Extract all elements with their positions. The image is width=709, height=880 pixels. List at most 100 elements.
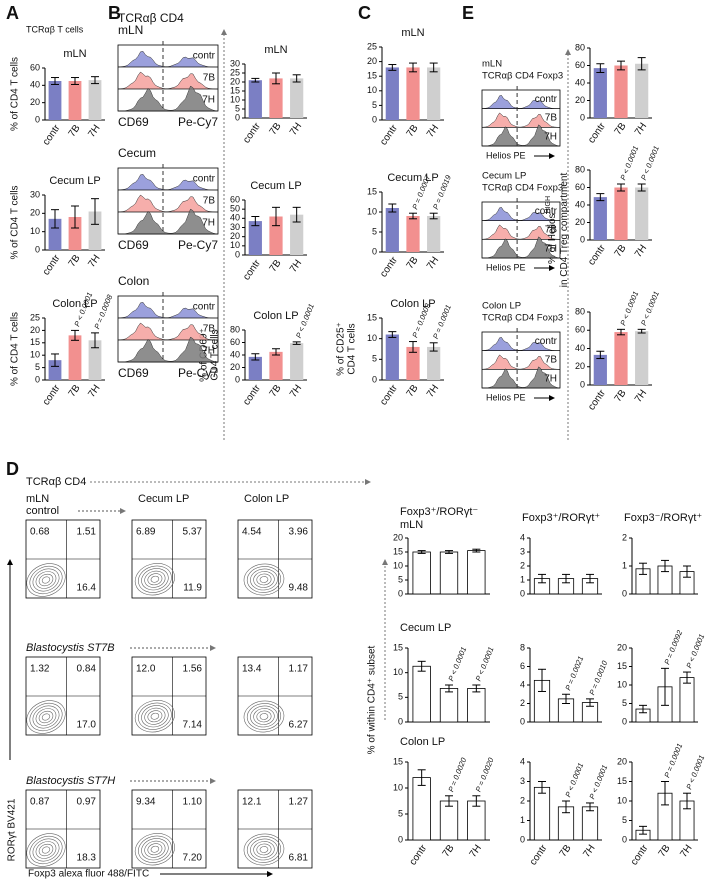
bar xyxy=(48,218,62,250)
y-tick-label: 0 xyxy=(398,588,403,598)
bar xyxy=(406,216,420,252)
contour xyxy=(32,568,60,592)
error-bar xyxy=(429,212,438,220)
error-bar xyxy=(472,548,481,553)
p-value: P < 0.0001 xyxy=(639,145,661,182)
y-tick-label: 0 xyxy=(35,114,40,124)
group-label: contr xyxy=(535,206,558,217)
p-value: P = 0.0020 xyxy=(446,756,468,794)
quadrant-value: 11.9 xyxy=(183,583,202,594)
x-tick-label: 7B xyxy=(405,123,421,140)
y-tick-label: 20 xyxy=(575,95,585,105)
histogram-ridge xyxy=(481,95,561,109)
y-tick-label: 5 xyxy=(372,354,377,364)
error-bar xyxy=(639,825,647,835)
quadrant-value: 5.37 xyxy=(183,527,203,538)
y-tick-label: 20 xyxy=(230,76,240,86)
x-axis-label: Helios PE xyxy=(486,262,526,272)
quadrant-value: 12.1 xyxy=(242,797,262,808)
x-axis-label: Pe-Cy7 xyxy=(178,366,218,380)
x-tick-label: contr xyxy=(586,242,608,267)
quadrant-value: 6.89 xyxy=(136,527,156,538)
chart-title: Cecum LP xyxy=(387,172,438,184)
y-tick-label: 15 xyxy=(393,642,403,652)
error-bar xyxy=(445,550,453,554)
quadrant-value: 9.34 xyxy=(136,797,156,808)
p-value: P < 0.0001 xyxy=(446,646,468,683)
error-bar xyxy=(251,77,260,83)
error-bar xyxy=(538,668,546,692)
group-label: 7H xyxy=(202,218,215,229)
bar xyxy=(593,197,607,240)
y-tick-label: 5 xyxy=(398,692,403,702)
bar xyxy=(467,688,486,723)
error-bar xyxy=(445,795,453,807)
x-axis-label: CD69 xyxy=(118,238,149,252)
error-bar xyxy=(562,573,570,584)
quadrant-value: 9.48 xyxy=(289,583,309,594)
x-tick-label: contr xyxy=(378,382,400,407)
row-label: Blastocystis ST7B xyxy=(26,642,115,654)
y-tick-label: 0 xyxy=(580,379,585,389)
y-axis-label: CD4 T cells xyxy=(210,329,221,380)
error-bar xyxy=(683,671,691,684)
x-tick-label: 7B xyxy=(657,843,673,860)
x-tick-label: 7H xyxy=(425,123,441,140)
y-tick-label: 0 xyxy=(622,588,627,598)
p-value: P = 0.0001 xyxy=(662,742,684,779)
contour xyxy=(253,571,275,588)
y-tick-label: 25 xyxy=(230,67,240,77)
error-bar xyxy=(445,684,453,693)
contour xyxy=(256,573,272,586)
chart-title: Colon LP xyxy=(52,298,97,310)
x-tick-label: contr xyxy=(41,252,63,277)
chart-title: Cecum LP xyxy=(250,180,301,192)
group-label: 7B xyxy=(545,113,558,124)
y-tick-label: 40 xyxy=(230,213,240,223)
x-tick-label: 7H xyxy=(581,843,597,860)
histogram-ridge xyxy=(117,322,219,341)
histogram-ridge xyxy=(117,336,219,363)
histogram-title: TCRαβ CD4 Foxp3 xyxy=(482,183,563,194)
contour xyxy=(138,702,172,730)
bar xyxy=(88,340,102,380)
group-label: 7B xyxy=(203,73,216,84)
histogram-ridge xyxy=(481,207,561,221)
y-tick-label: 20 xyxy=(575,361,585,371)
y-tick-label: 1 xyxy=(520,574,525,584)
y-tick-label: 15 xyxy=(30,337,40,347)
y-tick-label: 5 xyxy=(372,100,377,110)
bar xyxy=(581,806,599,841)
bar xyxy=(439,551,459,595)
x-tick-label: 7B xyxy=(441,843,457,860)
bar xyxy=(406,346,420,380)
contour xyxy=(141,568,169,591)
contour xyxy=(138,835,172,863)
bar xyxy=(290,214,304,255)
quadrant-value: 1.10 xyxy=(183,797,203,808)
y-tick-label: 50 xyxy=(230,204,240,214)
error-bar xyxy=(661,781,669,806)
y-tick-label: 3 xyxy=(520,546,525,556)
y-tick-label: 0 xyxy=(580,112,585,122)
contour xyxy=(35,571,57,589)
error-bar xyxy=(71,77,79,85)
x-tick-label: contr xyxy=(528,842,550,867)
panel-header: TCRαβ CD4 xyxy=(26,476,86,488)
y-tick-label: 0 xyxy=(372,114,377,124)
contour xyxy=(29,702,63,732)
bar xyxy=(68,81,82,120)
histogram-ridge xyxy=(481,124,561,147)
bar xyxy=(679,677,695,723)
histogram-title: Colon xyxy=(118,274,149,288)
error-bar xyxy=(91,332,99,349)
x-tick-label: 7B xyxy=(67,383,83,400)
x-tick-label: 7B xyxy=(405,255,421,272)
error-bar xyxy=(417,550,426,554)
y-tick-label: 0 xyxy=(520,834,525,844)
column-label: Cecum LP xyxy=(138,493,189,505)
bar xyxy=(269,78,283,118)
panel-label: B xyxy=(108,3,121,23)
row-label: control xyxy=(26,505,59,517)
error-bar xyxy=(596,193,605,202)
